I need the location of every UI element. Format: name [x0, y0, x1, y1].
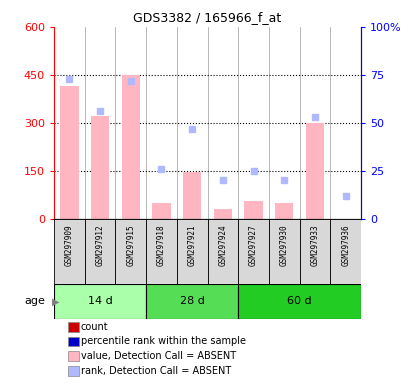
Text: GSM297909: GSM297909	[65, 224, 74, 266]
Title: GDS3382 / 165966_f_at: GDS3382 / 165966_f_at	[133, 11, 282, 24]
Text: GSM297930: GSM297930	[280, 224, 289, 266]
Bar	[54, 284, 146, 319]
Bar	[306, 123, 324, 219]
Bar	[275, 203, 293, 219]
Bar	[122, 75, 140, 219]
Text: age: age	[25, 296, 46, 306]
Bar	[208, 219, 238, 284]
Text: 14 d: 14 d	[88, 296, 112, 306]
Text: GSM297936: GSM297936	[341, 224, 350, 266]
Bar	[85, 219, 115, 284]
Bar	[238, 219, 269, 284]
Text: 60 d: 60 d	[287, 296, 312, 306]
Text: GSM297924: GSM297924	[218, 224, 227, 266]
Text: percentile rank within the sample: percentile rank within the sample	[81, 336, 246, 346]
Bar	[60, 86, 78, 219]
Text: ▶: ▶	[52, 296, 59, 306]
Bar	[183, 172, 201, 219]
Bar	[146, 284, 238, 319]
Bar	[244, 201, 263, 219]
Text: GSM297927: GSM297927	[249, 224, 258, 266]
Text: GSM297921: GSM297921	[188, 224, 197, 266]
Bar	[54, 219, 85, 284]
Text: 28 d: 28 d	[180, 296, 205, 306]
Text: GSM297918: GSM297918	[157, 224, 166, 266]
Bar	[300, 219, 330, 284]
Bar	[238, 284, 361, 319]
Bar	[330, 219, 361, 284]
Bar	[177, 219, 208, 284]
Bar	[152, 203, 171, 219]
Text: rank, Detection Call = ABSENT: rank, Detection Call = ABSENT	[81, 366, 231, 376]
Text: count: count	[81, 322, 109, 332]
Text: GSM297912: GSM297912	[95, 224, 105, 266]
Bar	[115, 219, 146, 284]
Bar	[214, 209, 232, 219]
Text: GSM297933: GSM297933	[310, 224, 320, 266]
Bar	[146, 219, 177, 284]
Bar	[269, 219, 300, 284]
Text: GSM297915: GSM297915	[126, 224, 135, 266]
Bar	[91, 116, 109, 219]
Text: value, Detection Call = ABSENT: value, Detection Call = ABSENT	[81, 351, 236, 361]
